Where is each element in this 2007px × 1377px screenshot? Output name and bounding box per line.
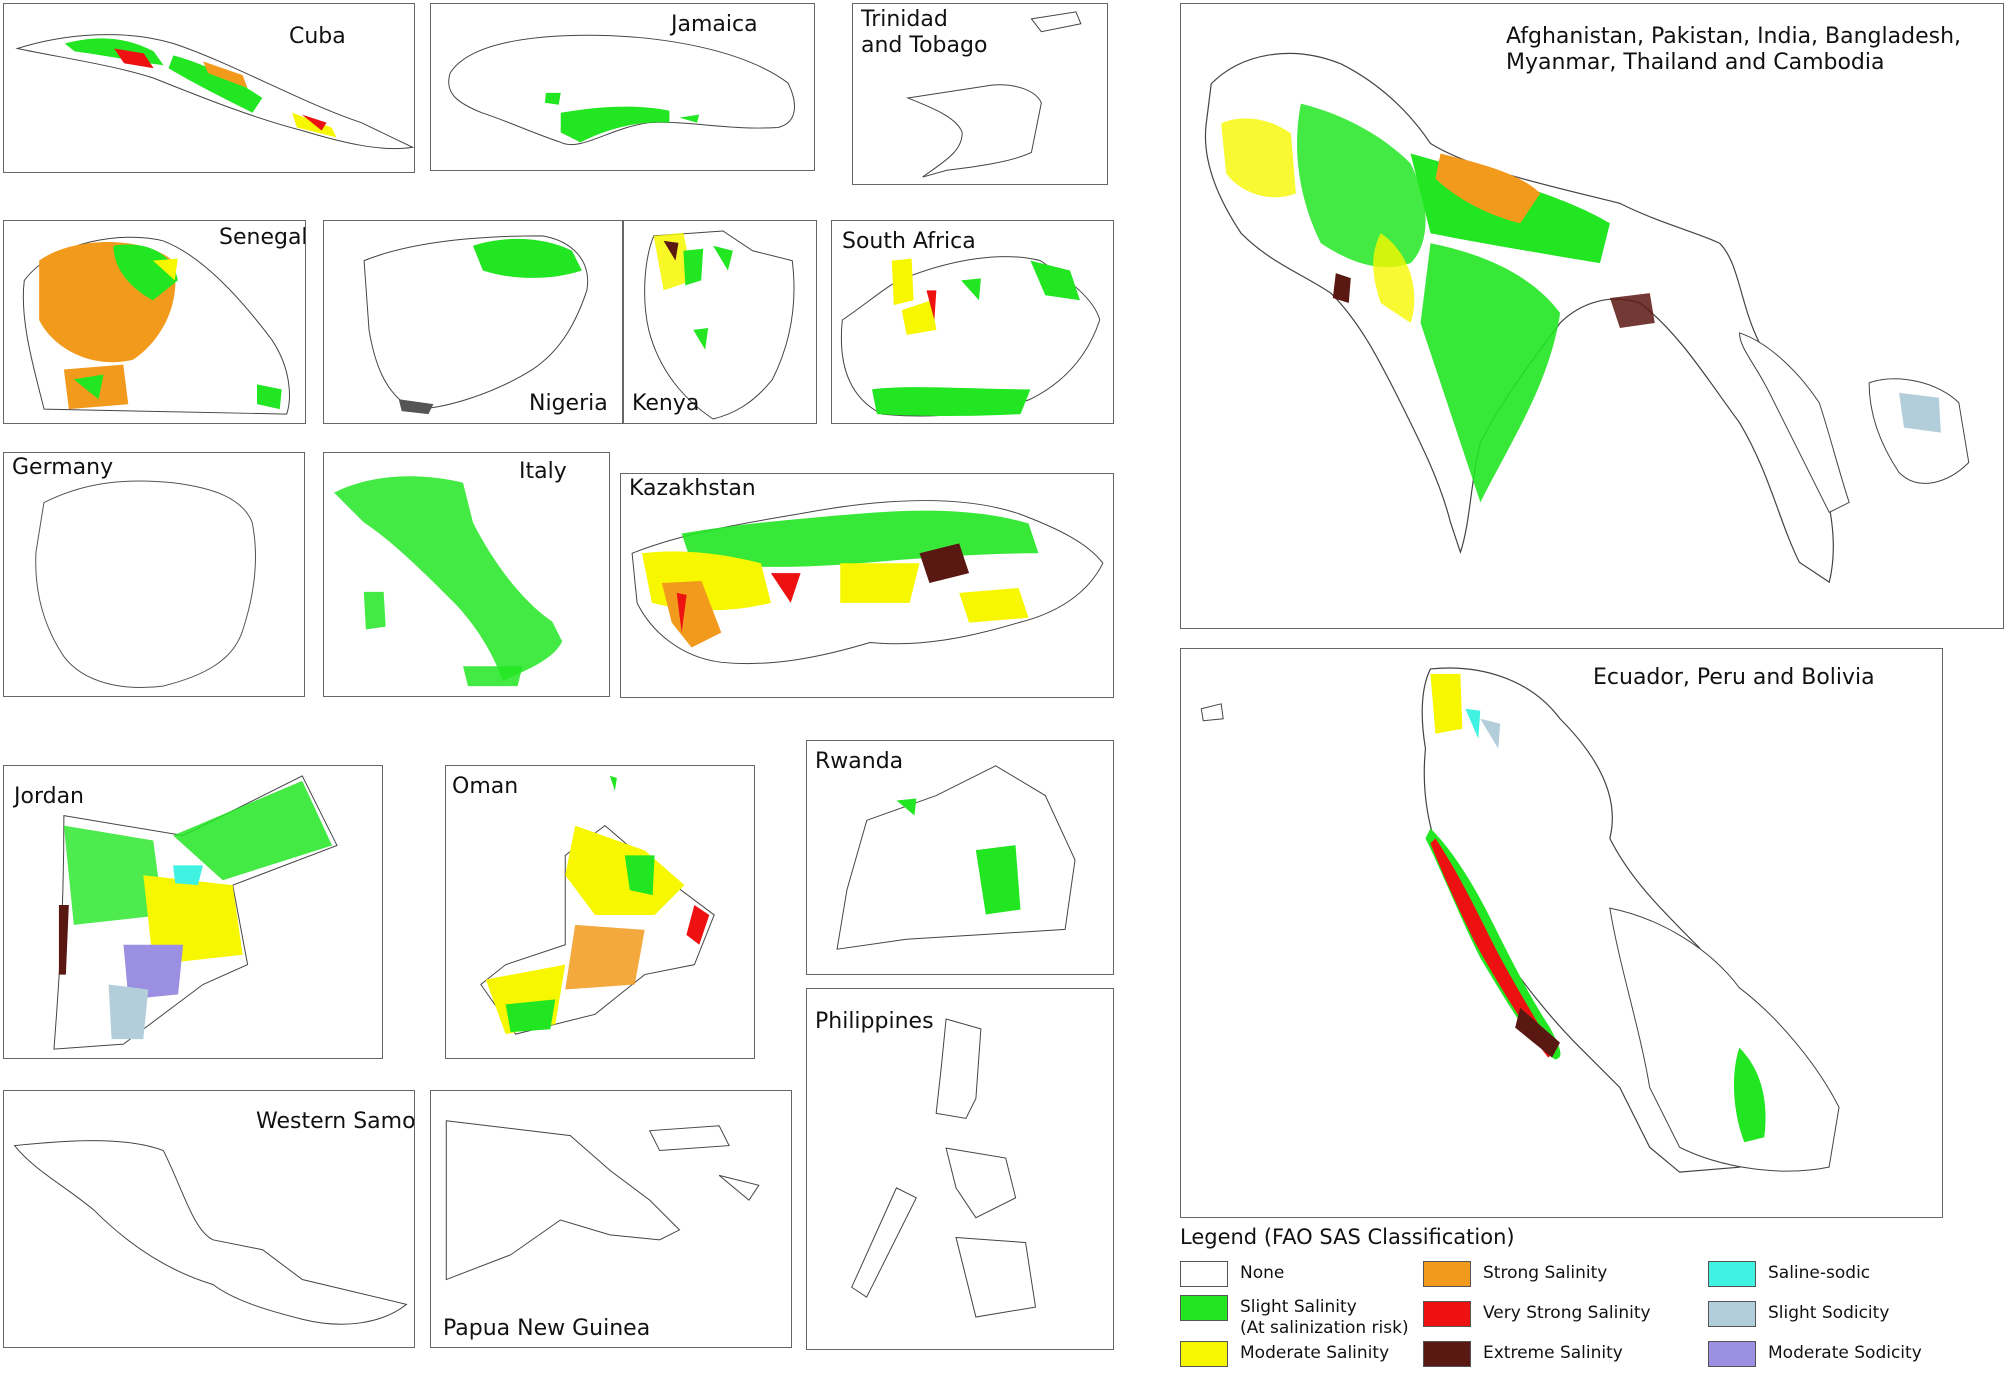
map-panel-png: Papua New Guinea xyxy=(430,1090,792,1348)
legend-title: Legend (FAO SAS Classification) xyxy=(1180,1225,1515,1249)
legend-label: Saline-sodic xyxy=(1768,1263,1871,1283)
oman-map xyxy=(480,775,715,1035)
senegal-map xyxy=(22,236,290,415)
philippines-map xyxy=(851,1018,1037,1318)
germany-map xyxy=(35,480,256,688)
label-kenya: Kenya xyxy=(632,391,700,416)
map-panel-germany: Germany xyxy=(3,452,305,697)
western-samoa-map xyxy=(13,1140,408,1325)
legend-label: Moderate Sodicity xyxy=(1768,1343,1922,1363)
legend-swatch xyxy=(1708,1301,1756,1327)
south-asia-map xyxy=(1204,52,1970,584)
italy-map xyxy=(334,476,563,687)
legend-swatch xyxy=(1180,1261,1228,1287)
map-panel-andes: Ecuador, Peru and Bolivia xyxy=(1180,648,1943,1218)
png-map xyxy=(445,1120,760,1281)
map-panel-cuba: Cuba xyxy=(3,3,415,173)
label-trinidad: Trinidad and Tobago xyxy=(861,7,988,58)
map-panel-rwanda: Rwanda xyxy=(806,740,1114,975)
jordan-map xyxy=(53,775,338,1050)
map-legend: Legend (FAO SAS Classification) None Sli… xyxy=(1180,1225,2000,1375)
map-panel-trinidad: Trinidad and Tobago xyxy=(852,3,1108,185)
legend-swatch xyxy=(1423,1261,1471,1287)
legend-label: Moderate Salinity xyxy=(1240,1343,1390,1363)
label-philippines: Philippines xyxy=(815,1009,934,1034)
legend-swatch xyxy=(1180,1341,1228,1367)
label-kazakhstan: Kazakhstan xyxy=(629,476,756,501)
map-panel-italy: Italy xyxy=(323,452,610,697)
map-panel-nigeria: Nigeria xyxy=(323,220,623,424)
label-rwanda: Rwanda xyxy=(815,749,904,774)
jamaica-map xyxy=(448,34,795,146)
map-panel-senegal: Senegal xyxy=(3,220,306,424)
label-south-asia: Afghanistan, Pakistan, India, Bangladesh… xyxy=(1506,24,1962,75)
map-panel-south-asia: Afghanistan, Pakistan, India, Bangladesh… xyxy=(1180,3,2004,629)
label-senegal: Senegal xyxy=(219,225,306,250)
map-panel-jamaica: Jamaica xyxy=(430,3,815,171)
south-africa-map xyxy=(840,256,1101,417)
legend-label-line1: Slight Salinity xyxy=(1240,1297,1357,1317)
legend-label-line2: (At salinization risk) xyxy=(1240,1318,1409,1338)
map-panel-jordan: Jordan xyxy=(3,765,383,1059)
label-jordan: Jordan xyxy=(14,784,84,809)
label-nigeria: Nigeria xyxy=(529,391,608,416)
kazakhstan-map xyxy=(631,500,1104,665)
legend-label: Slight Sodicity xyxy=(1768,1303,1890,1323)
map-panel-kazakhstan: Kazakhstan xyxy=(620,473,1114,698)
legend-label: Extreme Salinity xyxy=(1483,1343,1623,1363)
kenya-map xyxy=(644,230,795,420)
cuba-map xyxy=(15,34,414,150)
nigeria-map xyxy=(363,235,589,415)
map-panel-philippines: Philippines xyxy=(806,988,1114,1350)
map-panel-oman: Oman xyxy=(445,765,755,1059)
rwanda-map xyxy=(836,765,1076,950)
legend-label: Very Strong Salinity xyxy=(1483,1303,1651,1323)
label-south-africa: South Africa xyxy=(842,229,976,254)
legend-swatch xyxy=(1180,1295,1228,1321)
label-andes: Ecuador, Peru and Bolivia xyxy=(1593,665,1875,690)
map-panel-western-samoa: Western Samoa xyxy=(3,1090,415,1348)
legend-swatch xyxy=(1708,1341,1756,1367)
label-jamaica: Jamaica xyxy=(671,12,758,37)
legend-swatch xyxy=(1423,1341,1471,1367)
map-panel-south-africa: South Africa xyxy=(831,220,1114,424)
legend-label: Strong Salinity xyxy=(1483,1263,1608,1283)
label-western-samoa: Western Samoa xyxy=(256,1109,415,1134)
label-oman: Oman xyxy=(452,774,519,799)
label-png: Papua New Guinea xyxy=(443,1316,651,1341)
trinidad-map xyxy=(905,11,1082,178)
legend-label: Slight Salinity (At salinization risk) xyxy=(1240,1297,1409,1339)
map-panel-kenya: Kenya xyxy=(623,220,817,424)
legend-swatch xyxy=(1708,1261,1756,1287)
legend-label: None xyxy=(1240,1263,1285,1283)
label-cuba: Cuba xyxy=(289,24,346,49)
legend-swatch xyxy=(1423,1301,1471,1327)
label-germany: Germany xyxy=(12,455,114,480)
andes-map xyxy=(1200,667,1840,1173)
label-italy: Italy xyxy=(519,459,567,484)
